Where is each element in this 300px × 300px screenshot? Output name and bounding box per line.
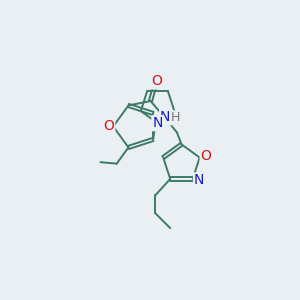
Text: N: N bbox=[160, 110, 170, 124]
Text: N: N bbox=[152, 116, 163, 130]
Text: O: O bbox=[103, 119, 114, 134]
Text: N: N bbox=[194, 173, 204, 188]
Text: O: O bbox=[201, 149, 212, 163]
Text: H: H bbox=[170, 111, 180, 124]
Text: O: O bbox=[151, 74, 162, 88]
